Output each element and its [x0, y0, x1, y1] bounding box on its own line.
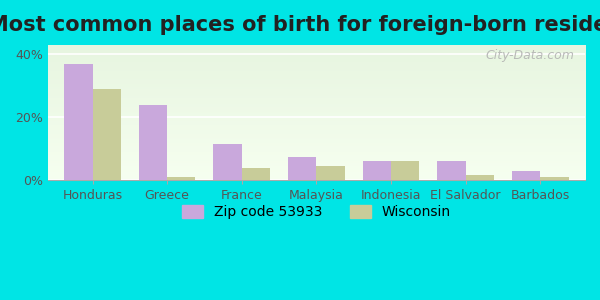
Bar: [391, 161, 419, 180]
Bar: [316, 166, 345, 180]
Bar: [214, 144, 242, 180]
Title: Most common places of birth for foreign-born residents: Most common places of birth for foreign-…: [0, 15, 600, 35]
Bar: [64, 64, 92, 180]
Bar: [167, 177, 196, 180]
Bar: [512, 171, 540, 180]
Bar: [437, 161, 466, 180]
Bar: [362, 161, 391, 180]
Bar: [92, 89, 121, 180]
Legend: Zip code 53933, Wisconsin: Zip code 53933, Wisconsin: [176, 200, 457, 225]
Bar: [242, 168, 270, 180]
Bar: [540, 177, 569, 180]
Bar: [288, 157, 316, 180]
Text: City-Data.com: City-Data.com: [485, 49, 574, 62]
Bar: [139, 105, 167, 180]
Bar: [466, 176, 494, 180]
